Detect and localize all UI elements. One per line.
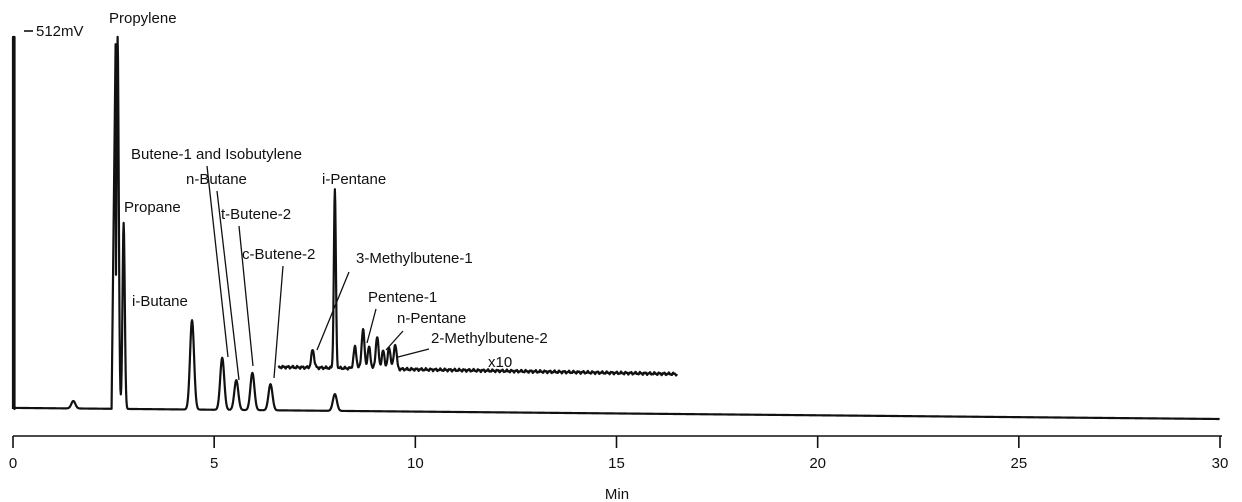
x-axis-title: Min — [605, 486, 629, 502]
chromatogram-trace-x1 — [11, 35, 1221, 421]
leader-line-2-methylbutene-2 — [397, 348, 430, 358]
x-tick-label-0: 0 — [9, 455, 17, 472]
x-tick-label-30: 30 — [1212, 455, 1229, 472]
x-tick-label-10: 10 — [407, 455, 424, 472]
peak-label-2-methylbutene-2: 2-Methylbutene-2 — [431, 330, 548, 347]
peak-label-i-butane: i-Butane — [132, 293, 188, 310]
peak-label-3-methylbutene-1: 3-Methylbutene-1 — [356, 250, 473, 267]
leader-line-3-methylbutene-1 — [316, 271, 350, 351]
amplification-label: x10 — [488, 354, 512, 371]
peak-label-butene-1-isobutylene: Butene-1 and Isobutylene — [131, 146, 302, 163]
peak-label-propane: Propane — [124, 199, 181, 216]
full-scale-label: 512mV — [36, 23, 84, 40]
peak-label-pentene-1: Pentene-1 — [368, 289, 437, 306]
x-tick-label-15: 15 — [608, 455, 625, 472]
peak-label-t-butene-2: t-Butene-2 — [221, 206, 291, 223]
chromatogram-trace-x10 — [277, 188, 678, 377]
peak-label-n-butane: n-Butane — [186, 171, 247, 188]
x-axis-ticks: 0 5 10 15 20 25 30 — [9, 436, 1229, 472]
leader-line-n-butane — [216, 190, 240, 381]
peak-label-propylene: Propylene — [109, 10, 177, 27]
leader-line-n-pentane — [385, 330, 404, 351]
leader-line-pentene-1 — [366, 308, 377, 344]
leader-line-butene-1-isobutylene — [206, 165, 229, 358]
x-tick-label-25: 25 — [1010, 455, 1027, 472]
peak-label-i-pentane: i-Pentane — [322, 171, 386, 188]
peak-label-leaders — [206, 165, 430, 381]
leader-line-t-butene-2 — [238, 225, 254, 367]
leader-line-c-butene-2 — [273, 265, 284, 379]
peak-label-n-pentane: n-Pentane — [397, 310, 466, 327]
peak-label-c-butene-2: c-Butene-2 — [242, 246, 315, 263]
x-tick-label-5: 5 — [210, 455, 218, 472]
x-tick-label-20: 20 — [809, 455, 826, 472]
